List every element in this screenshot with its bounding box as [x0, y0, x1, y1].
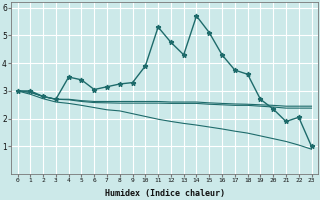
X-axis label: Humidex (Indice chaleur): Humidex (Indice chaleur) [105, 189, 225, 198]
